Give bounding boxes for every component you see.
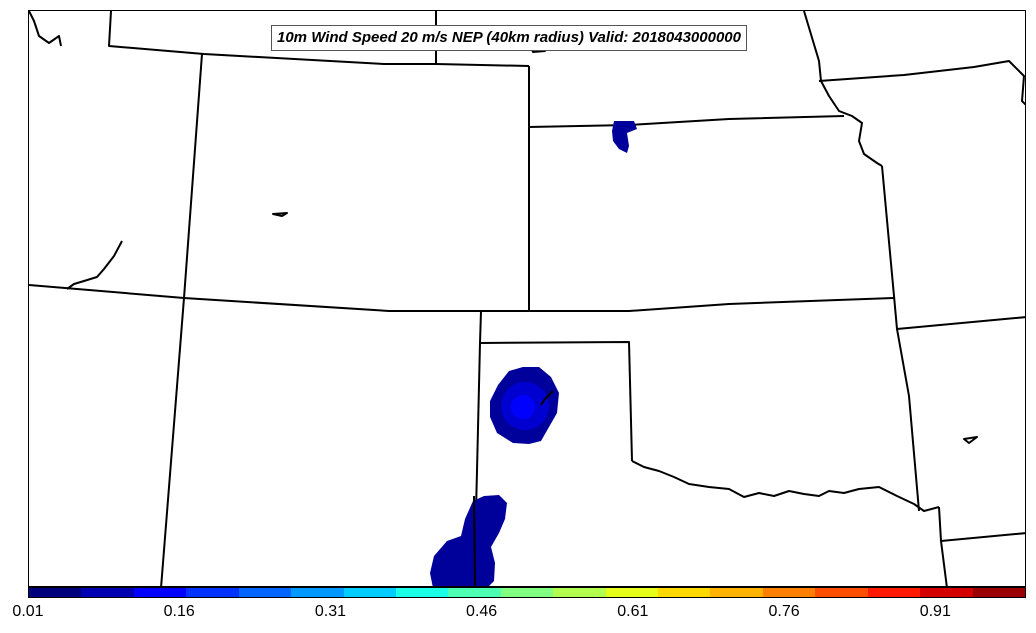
colorbar-tick-label: 0.46 bbox=[466, 603, 498, 620]
state-border bbox=[803, 11, 883, 167]
colorbar-swatch bbox=[920, 588, 973, 597]
state-border bbox=[529, 297, 895, 312]
colorbar-swatch bbox=[291, 588, 344, 597]
lake-outline bbox=[29, 11, 62, 47]
colorbar-tick-label: 0.01 bbox=[12, 603, 44, 620]
colorbar-swatch bbox=[605, 588, 659, 597]
state-border bbox=[473, 495, 476, 586]
colorbar-swatch bbox=[972, 588, 1026, 597]
colorbar bbox=[28, 587, 1026, 598]
colorbar-swatch bbox=[553, 588, 606, 597]
colorbar-tick-labels: 0.01 0.16 0.31 0.46 0.61 0.76 0.91 bbox=[0, 603, 1036, 623]
probability-area bbox=[612, 121, 637, 153]
state-border bbox=[479, 310, 633, 462]
state-border bbox=[881, 165, 1025, 330]
lake-outline bbox=[963, 436, 978, 444]
colorbar-swatch bbox=[500, 588, 554, 597]
colorbar-swatch bbox=[815, 588, 868, 597]
colorbar-swatch bbox=[710, 588, 763, 597]
state-border bbox=[108, 11, 530, 67]
state-border bbox=[29, 284, 529, 312]
map-title: 10m Wind Speed 20 m/s NEP (40km radius) … bbox=[271, 25, 747, 51]
lake-outline bbox=[272, 212, 288, 217]
colorbar-tick-label: 0.31 bbox=[314, 603, 346, 620]
colorbar-tick-label: 0.61 bbox=[617, 603, 649, 620]
state-border bbox=[160, 53, 203, 586]
colorbar-tick-label: 0.76 bbox=[768, 603, 800, 620]
colorbar-swatch bbox=[186, 588, 239, 597]
state-border bbox=[528, 115, 845, 128]
colorbar-swatch bbox=[762, 588, 816, 597]
map-plot-area: 10m Wind Speed 20 m/s NEP (40km radius) … bbox=[28, 10, 1026, 587]
colorbar-tick-label: 0.91 bbox=[919, 603, 951, 620]
state-border bbox=[938, 506, 948, 586]
colorbar-swatch bbox=[343, 588, 396, 597]
colorbar-tick-label: 0.16 bbox=[163, 603, 195, 620]
map-canvas bbox=[29, 11, 1025, 586]
state-border bbox=[631, 460, 940, 512]
state-border bbox=[818, 60, 1025, 106]
colorbar-swatch bbox=[238, 588, 292, 597]
colorbar-swatch bbox=[658, 588, 711, 597]
colorbar-swatch bbox=[867, 588, 921, 597]
state-border bbox=[940, 532, 1025, 542]
colorbar-swatch bbox=[395, 588, 449, 597]
probability-area bbox=[430, 495, 507, 586]
colorbar-swatch bbox=[81, 588, 134, 597]
colorbar-swatch bbox=[133, 588, 187, 597]
highway-line bbox=[540, 390, 554, 406]
probability-area bbox=[511, 395, 535, 419]
colorbar-swatch bbox=[29, 588, 82, 597]
state-border bbox=[896, 328, 920, 512]
lake-outline bbox=[66, 240, 123, 290]
colorbar-swatch bbox=[448, 588, 501, 597]
